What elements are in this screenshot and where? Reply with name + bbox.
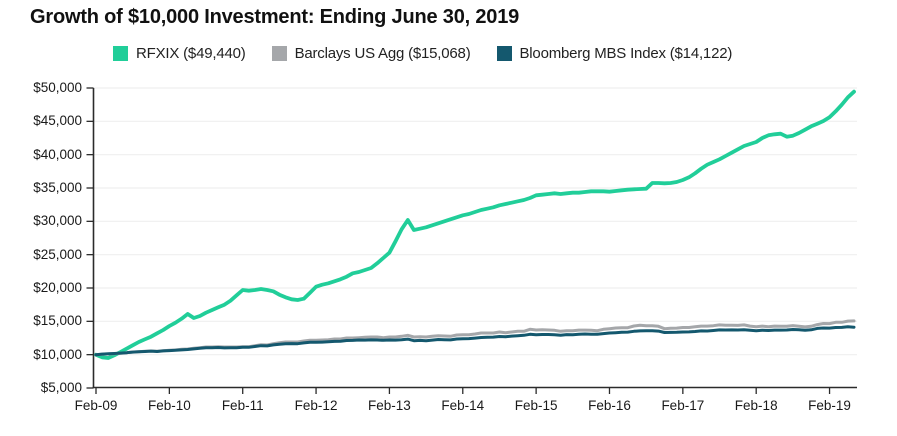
y-tick-label: $5,000: [40, 380, 82, 395]
page-title: Growth of $10,000 Investment: Ending Jun…: [30, 6, 520, 28]
y-tick-label: $30,000: [33, 213, 82, 229]
legend-item-2: Barclays US Agg ($15,068): [271, 45, 471, 62]
legend-swatch-icon: [271, 46, 287, 61]
legend-swatch-icon: [113, 46, 128, 61]
x-tick-label: Feb-18: [734, 398, 778, 413]
y-tick-label: $10,000: [33, 346, 82, 362]
y-tick-label: $40,000: [33, 146, 82, 162]
x-tick-label: Feb-15: [514, 398, 558, 413]
y-tick-label: $25,000: [33, 246, 82, 262]
x-tick-label: Feb-19: [808, 398, 851, 413]
legend-label: RFXIX ($49,440): [136, 45, 246, 62]
legend-item-1: RFXIX ($49,440): [113, 45, 246, 62]
y-tick-label: $35,000: [33, 180, 82, 195]
legend-label: Bloomberg MBS Index ($14,122): [519, 45, 733, 62]
x-tick-label: Feb-16: [588, 398, 631, 413]
y-tick-label: $15,000: [33, 313, 82, 329]
x-tick-label: Feb-17: [661, 398, 705, 413]
series-line-bloomberg-mbs-index: [94, 325, 856, 357]
legend: RFXIX ($49,440) Barclays US Agg ($15,068)…: [113, 45, 732, 62]
x-tick-label: Feb-10: [147, 398, 191, 413]
series-line-rfxix: [94, 89, 856, 360]
legend-swatch-icon: [496, 46, 512, 61]
legend-label: Barclays US Agg ($15,068): [294, 45, 471, 62]
x-tick-label: Feb-12: [294, 398, 338, 413]
y-tick-label: $45,000: [33, 113, 82, 129]
x-tick-label: Feb-09: [74, 398, 118, 413]
y-tick-label: $50,000: [33, 80, 82, 95]
x-tick-label: Feb-13: [368, 398, 411, 413]
legend-item-3: Bloomberg MBS Index ($14,122): [496, 45, 733, 62]
y-tick-label: $20,000: [33, 280, 82, 295]
x-tick-label: Feb-14: [441, 398, 485, 413]
x-tick-label: Feb-11: [221, 398, 264, 413]
